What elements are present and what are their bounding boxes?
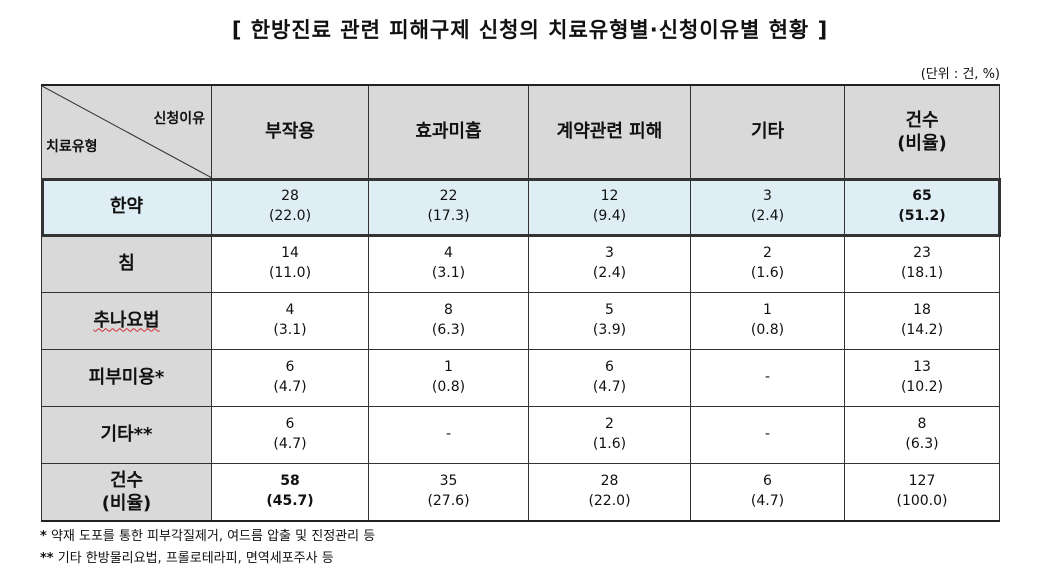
table-cell: 1 (0.8) — [368, 349, 529, 407]
table-cell: 6 (4.7) — [211, 406, 369, 464]
footnotes: * 약재 도포를 통한 피부각질제거, 여드름 압출 및 진정관리 등 ** 기… — [40, 526, 375, 570]
page-title: [ 한방진료 관련 피해구제 신청의 치료유형별·신청이유별 현황 ] — [231, 18, 829, 42]
corner-bottom-label: 치료유형 — [46, 139, 98, 155]
corner-top-label: 신청이유 — [153, 111, 205, 127]
table-cell: 2 (1.6) — [690, 235, 845, 293]
table-cell: 3 (2.4) — [528, 235, 691, 293]
data-table: 신청이유 치료유형 부작용 효과미흡 계약관련 피해 기타 건수 (비율) 한약… — [41, 84, 1000, 522]
row-head: 침 — [41, 235, 212, 293]
table-row-total: 건수 (비율) 58 (45.7) 35 (27.6) 28 (22.0) 6 (4.7)… — [41, 463, 1000, 522]
corner-diagonal — [42, 86, 212, 178]
row-head-total: 건수 (비율) — [41, 463, 212, 522]
table-cell: - — [690, 349, 845, 407]
table-row-skincare: 피부미용* 6 (4.7) 1 (0.8) 6 (4.7) - 13 (10.2) — [41, 349, 1000, 407]
row-head: 기타** — [41, 406, 212, 464]
table-cell: 28 (22.0) — [528, 463, 691, 522]
row-head: 한약 — [41, 178, 212, 236]
unit-label: (단위 : 건, %) — [920, 67, 1000, 82]
col-head-total-ratio: (비율) — [897, 133, 947, 154]
table-cell: 14 (11.0) — [211, 235, 369, 293]
footnote-1: * 약재 도포를 통한 피부각질제거, 여드름 압출 및 진정관리 등 — [40, 529, 376, 544]
col-head-ineffective: 효과미흡 — [368, 84, 529, 179]
table-cell-total: 13 (10.2) — [844, 349, 1000, 407]
col-head-other: 기타 — [690, 84, 845, 179]
table-cell-total: 8 (6.3) — [844, 406, 1000, 464]
table-cell-total: 65 (51.2) — [844, 178, 1000, 236]
table-row-herbal: 한약 28 (22.0) 22 (17.3) 12 (9.4) 3 (2.4) 65 (5… — [41, 178, 1000, 236]
col-head-contract: 계약관련 피해 — [528, 84, 691, 179]
table-row-acupuncture: 침 14 (11.0) 4 (3.1) 3 (2.4) 2 (1.6) 23 (18.1) — [41, 235, 1000, 293]
table-cell: 5 (3.9) — [528, 292, 691, 350]
table-row-other: 기타** 6 (4.7) - 2 (1.6) - 8 (6.3) — [41, 406, 1000, 464]
table-cell-total: 23 (18.1) — [844, 235, 1000, 293]
header-row: 신청이유 치료유형 부작용 효과미흡 계약관련 피해 기타 건수 (비율) — [41, 84, 1000, 179]
table-cell: 2 (1.6) — [528, 406, 691, 464]
table-cell: 35 (27.6) — [368, 463, 529, 522]
table-cell: 4 (3.1) — [211, 292, 369, 350]
table-cell: 8 (6.3) — [368, 292, 529, 350]
table-cell: 22 (17.3) — [368, 178, 529, 236]
table-cell: 28 (22.0) — [211, 178, 369, 236]
table-cell: 6 (4.7) — [211, 349, 369, 407]
footnote-2: ** 기타 한방물리요법, 프롤로테라피, 면역세포주사 등 — [40, 551, 334, 566]
table-cell: 1 (0.8) — [690, 292, 845, 350]
row-head: 피부미용* — [41, 349, 212, 407]
col-head-total-count: 건수 — [905, 109, 939, 131]
col-head-total: 건수 (비율) — [844, 84, 1000, 179]
table-cell: 12 (9.4) — [528, 178, 691, 236]
table-cell: 3 (2.4) — [690, 178, 845, 236]
table-cell: - — [368, 406, 529, 464]
col-head-side-effect: 부작용 — [211, 84, 369, 179]
corner-cell: 신청이유 치료유형 — [41, 84, 212, 179]
table-cell: - — [690, 406, 845, 464]
table-cell: 6 (4.7) — [690, 463, 845, 522]
table-row-chuna: 추나요법 4 (3.1) 8 (6.3) 5 (3.9) 1 (0.8) 18 (14.2… — [41, 292, 1000, 350]
table-cell: 58 (45.7) — [211, 463, 369, 522]
table-cell: 4 (3.1) — [368, 235, 529, 293]
row-head: 추나요법 — [41, 292, 212, 350]
table-cell: 6 (4.7) — [528, 349, 691, 407]
table-cell-total: 18 (14.2) — [844, 292, 1000, 350]
table-cell-total: 127 (100.0) — [844, 463, 1000, 522]
